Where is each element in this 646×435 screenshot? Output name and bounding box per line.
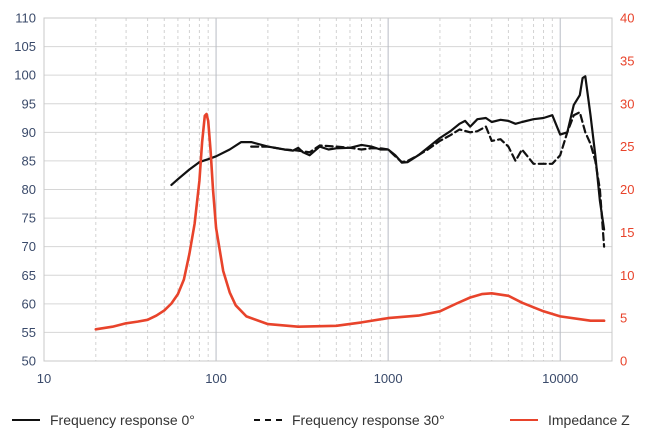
y-left-tick-label: 75 bbox=[22, 211, 36, 226]
y-right-tick-label: 10 bbox=[620, 268, 634, 283]
tick-labels: 50 55 60 65 70 75 80 85 90 95 100 105 110 0 5 10 15 20 25 3… bbox=[14, 11, 634, 387]
y-left-tick-label: 65 bbox=[22, 268, 36, 283]
y-left-tick-label: 105 bbox=[14, 39, 36, 54]
y-right-tick-label: 20 bbox=[620, 182, 634, 197]
y-left-tick-label: 60 bbox=[22, 296, 36, 311]
x-tick-label: 10 bbox=[37, 371, 51, 386]
x-tick-label: 1000 bbox=[374, 371, 403, 386]
grid bbox=[43, 17, 613, 362]
legend: Frequency response 0° Frequency response… bbox=[0, 412, 646, 434]
plot-border bbox=[43, 17, 613, 362]
legend-item-0deg: Frequency response 0° bbox=[12, 412, 195, 428]
y-right-tick-label: 30 bbox=[620, 96, 634, 111]
series-line-2 bbox=[94, 112, 606, 331]
legend-label-impedance: Impedance Z bbox=[548, 412, 630, 428]
y-left-tick-label: 50 bbox=[22, 354, 36, 369]
y-left-tick-label: 100 bbox=[14, 68, 36, 83]
y-right-tick-label: 5 bbox=[620, 311, 627, 326]
legend-swatch-red bbox=[510, 419, 538, 421]
y-left-tick-label: 55 bbox=[22, 325, 36, 340]
y-right-tick-label: 0 bbox=[620, 354, 627, 369]
series-line-1 bbox=[250, 111, 606, 248]
legend-swatch-solid bbox=[12, 419, 40, 421]
legend-label-30deg: Frequency response 30° bbox=[292, 412, 445, 428]
y-right-tick-label: 15 bbox=[620, 225, 634, 240]
series-lines bbox=[94, 75, 606, 331]
legend-label-0deg: Frequency response 0° bbox=[50, 412, 195, 428]
x-tick-label: 10000 bbox=[542, 371, 578, 386]
y-left-tick-label: 70 bbox=[22, 239, 36, 254]
y-left-tick-label: 95 bbox=[22, 96, 36, 111]
legend-item-30deg: Frequency response 30° bbox=[254, 412, 445, 428]
legend-swatch-dashed bbox=[254, 419, 282, 421]
x-tick-label: 100 bbox=[205, 371, 227, 386]
y-right-tick-label: 35 bbox=[620, 53, 634, 68]
y-right-tick-label: 40 bbox=[620, 11, 634, 26]
y-left-tick-label: 80 bbox=[22, 182, 36, 197]
y-right-tick-label: 25 bbox=[620, 139, 634, 154]
frequency-response-chart: 50 55 60 65 70 75 80 85 90 95 100 105 110 0 5 10 15 20 25 3… bbox=[14, 11, 634, 387]
y-left-tick-label: 110 bbox=[15, 11, 36, 26]
legend-item-impedance: Impedance Z bbox=[510, 412, 630, 428]
y-left-tick-label: 85 bbox=[22, 153, 36, 168]
y-left-tick-label: 90 bbox=[22, 125, 36, 140]
